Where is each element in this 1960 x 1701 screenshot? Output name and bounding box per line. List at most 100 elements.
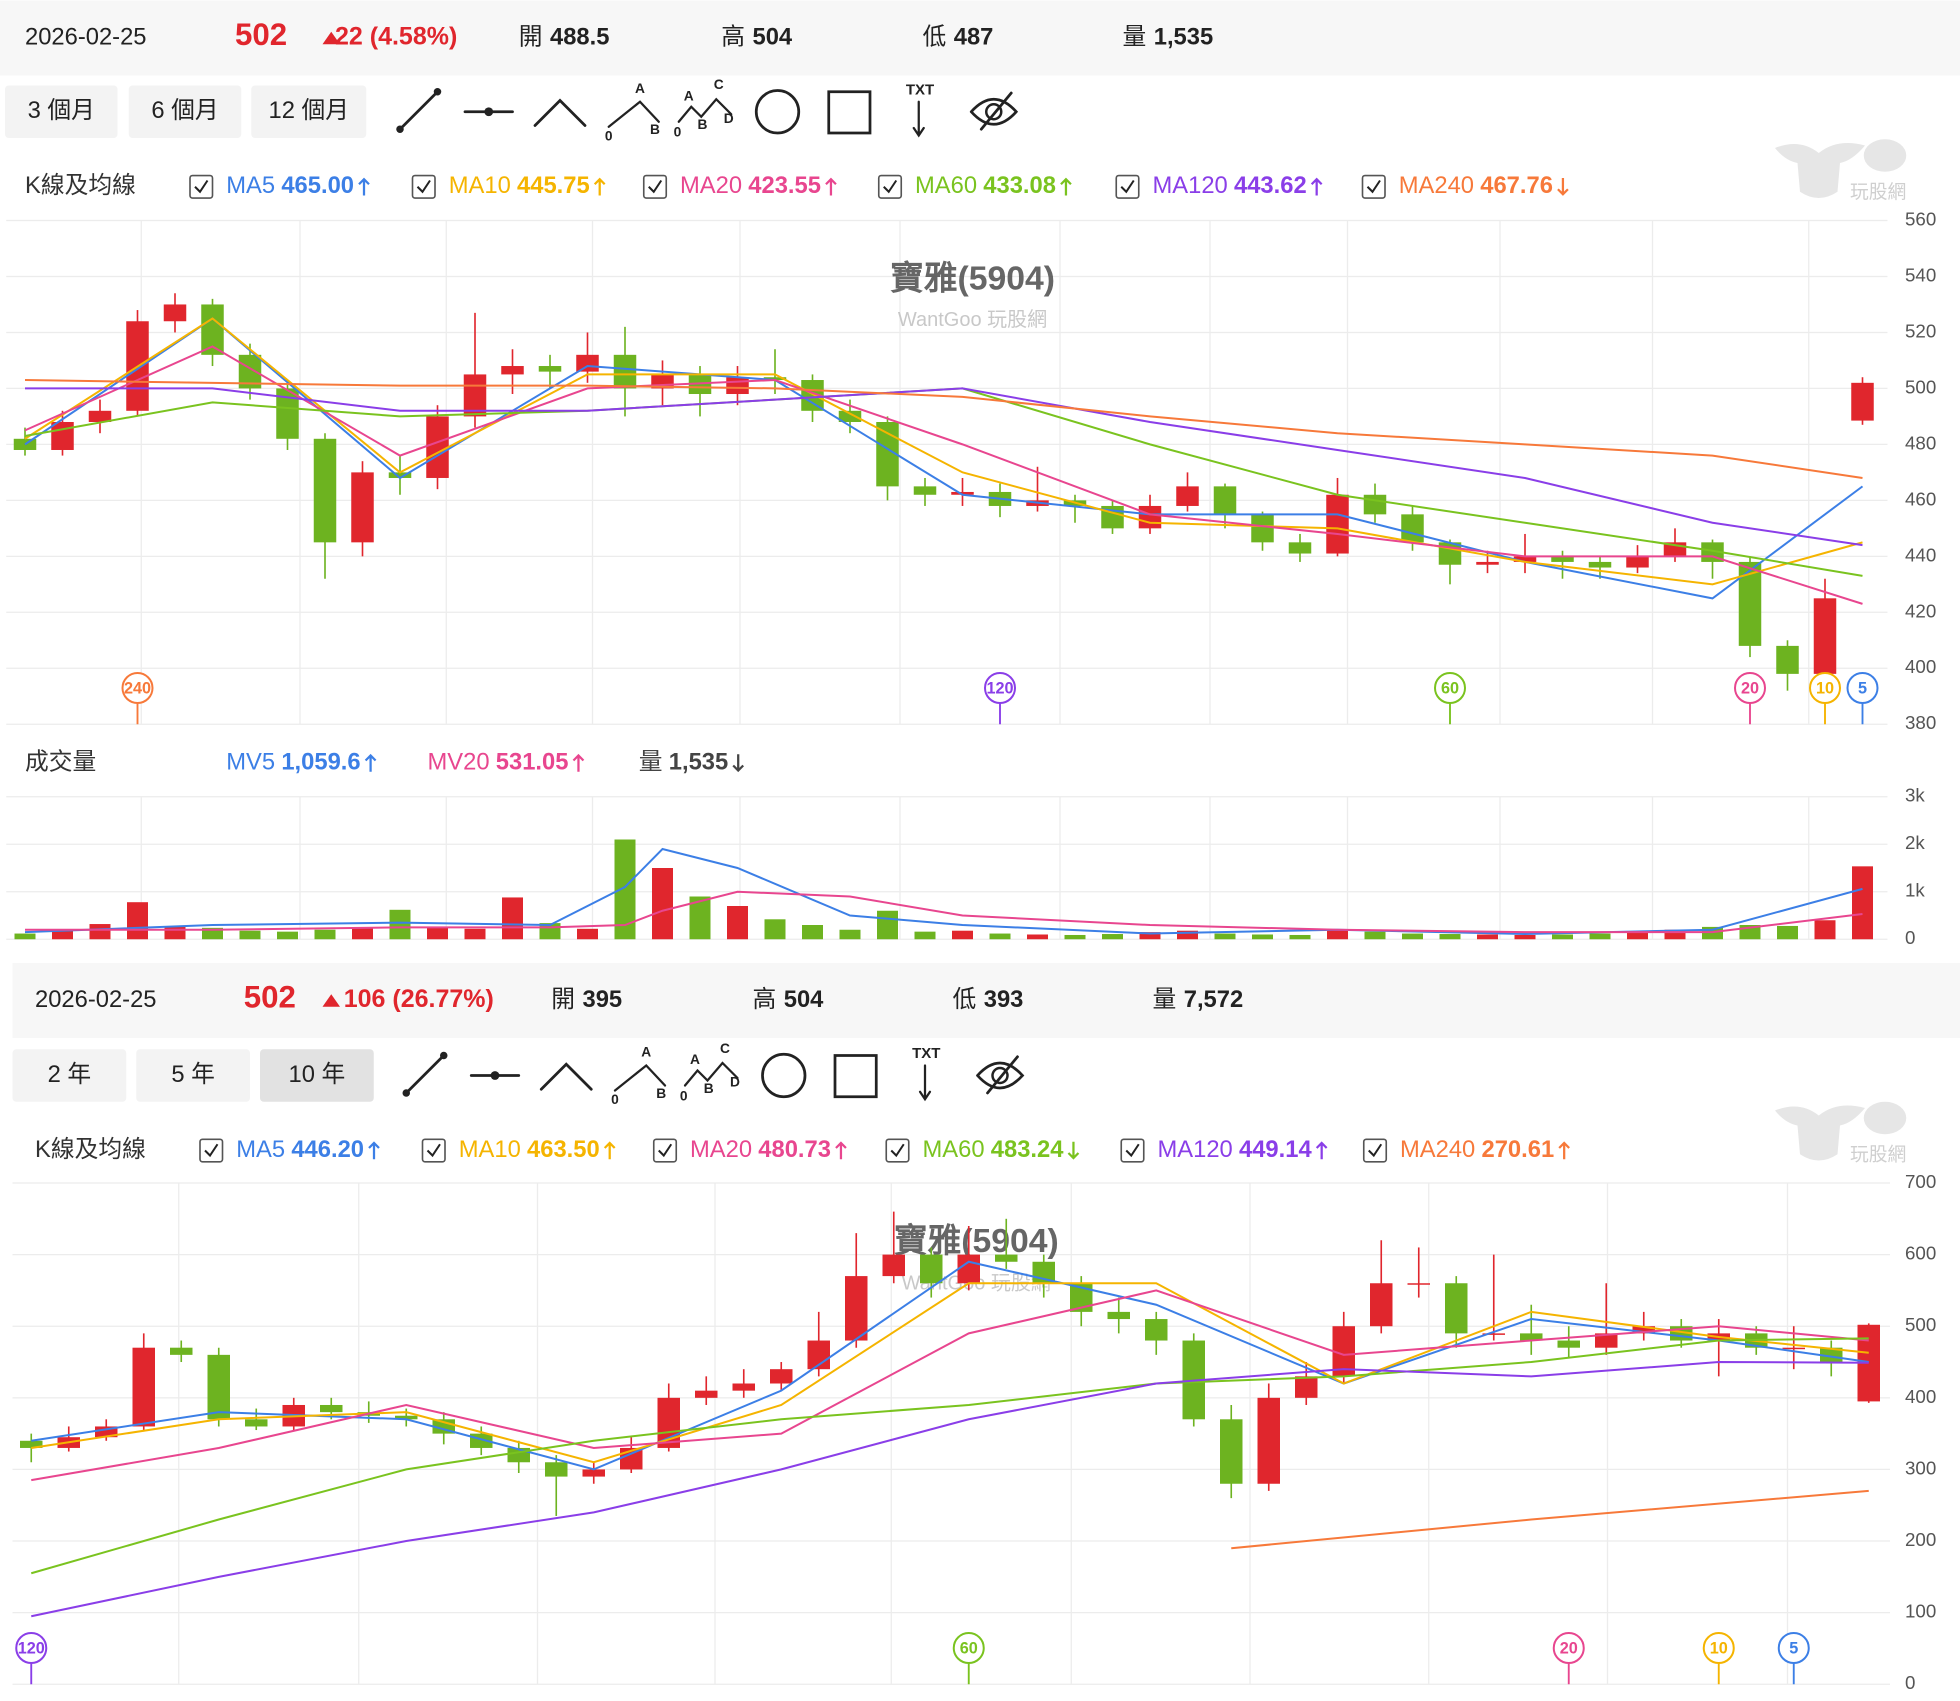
candle-body bbox=[1776, 645, 1799, 674]
y-tick-label: 300 bbox=[1905, 1457, 1936, 1478]
range-button-label[interactable]: 2 年 bbox=[48, 1061, 92, 1088]
range-button[interactable] bbox=[260, 1049, 374, 1102]
volume-bar bbox=[89, 924, 111, 940]
candle-body bbox=[51, 422, 74, 450]
tool-dot bbox=[484, 107, 494, 117]
legend-checkbox[interactable] bbox=[1362, 1138, 1388, 1163]
legend-checkbox[interactable] bbox=[421, 1138, 446, 1163]
candle-body bbox=[770, 1369, 793, 1384]
legend-value: 443.62 bbox=[1234, 172, 1307, 199]
candle-body bbox=[1138, 505, 1162, 529]
legend-name: MA120 bbox=[1158, 1136, 1233, 1163]
candle-body bbox=[1176, 486, 1199, 506]
candle-body bbox=[426, 416, 449, 478]
tool-line[interactable] bbox=[398, 90, 439, 131]
quote-stat-value: 7,572 bbox=[1184, 986, 1243, 1013]
watermark-subtitle: WantGoo 玩股網 bbox=[898, 308, 1047, 331]
volume-bar bbox=[727, 906, 748, 940]
candle-body bbox=[882, 1254, 905, 1277]
candle-body bbox=[957, 1254, 980, 1284]
tool-caret[interactable] bbox=[539, 1062, 593, 1091]
candle-body bbox=[913, 486, 937, 495]
period-marker-label: 60 bbox=[1441, 680, 1459, 698]
trend-arrow bbox=[368, 1141, 380, 1160]
tool-hide[interactable] bbox=[976, 1055, 1025, 1095]
candle-body bbox=[501, 366, 524, 375]
candle-body bbox=[320, 1404, 343, 1413]
ma-line bbox=[24, 847, 1863, 936]
volume-bar bbox=[1364, 931, 1386, 940]
legend-checkbox[interactable] bbox=[885, 1138, 910, 1163]
candle-body bbox=[1857, 1324, 1880, 1402]
tool-caret[interactable] bbox=[533, 98, 587, 127]
legend-name: MA60 bbox=[923, 1136, 985, 1163]
volume-bar bbox=[839, 929, 861, 940]
range-button[interactable] bbox=[136, 1049, 250, 1102]
range-button[interactable] bbox=[128, 85, 242, 139]
tool-text-arrow[interactable] bbox=[918, 1064, 932, 1102]
period-marker-label: 10 bbox=[1710, 1640, 1728, 1658]
candle-body bbox=[201, 304, 224, 355]
tool-wave3[interactable] bbox=[607, 100, 660, 128]
range-button-label[interactable]: 3 個月 bbox=[28, 97, 95, 124]
volume-bar bbox=[1177, 930, 1198, 940]
up-triangle bbox=[322, 994, 340, 1007]
tool-letter: A bbox=[684, 88, 694, 103]
logo-bull bbox=[1775, 1105, 1865, 1161]
tool-circle[interactable] bbox=[754, 89, 801, 135]
candle-body bbox=[276, 388, 299, 439]
trend-arrow bbox=[835, 1141, 847, 1160]
range-button-label[interactable]: 5 年 bbox=[171, 1061, 215, 1088]
tool-letter: A bbox=[690, 1052, 700, 1067]
volume-bar bbox=[689, 896, 711, 940]
legend-checkbox[interactable] bbox=[189, 174, 214, 199]
range-button[interactable] bbox=[5, 85, 118, 139]
legend-checkbox[interactable] bbox=[411, 174, 436, 199]
tool-letter: C bbox=[714, 77, 724, 92]
candle-body bbox=[1213, 486, 1237, 515]
range-button[interactable] bbox=[12, 1049, 127, 1102]
tool-wave3[interactable] bbox=[613, 1063, 667, 1092]
tool-circle[interactable] bbox=[761, 1052, 807, 1099]
y-tick-label: 1k bbox=[1905, 880, 1925, 901]
legend-checkbox[interactable] bbox=[1115, 174, 1140, 199]
range-button[interactable] bbox=[251, 85, 367, 139]
quote-stat-value: 504 bbox=[753, 23, 793, 50]
tool-rect[interactable] bbox=[827, 90, 872, 135]
tool-text-arrow[interactable] bbox=[912, 100, 925, 138]
candle-body bbox=[238, 354, 262, 389]
tool-wave5[interactable] bbox=[683, 1061, 739, 1087]
logo-text: 玩股網 bbox=[1850, 1143, 1906, 1164]
tool-line[interactable] bbox=[404, 1054, 446, 1095]
trend-arrow bbox=[593, 177, 606, 196]
candle-body bbox=[538, 366, 562, 372]
range-button-label[interactable]: 12 個月 bbox=[268, 97, 349, 124]
quote-stat-label: 低 bbox=[953, 986, 977, 1013]
tool-wave5[interactable] bbox=[677, 97, 733, 123]
candle-body bbox=[951, 491, 974, 495]
legend-checkbox[interactable] bbox=[642, 174, 668, 199]
legend-checkbox[interactable] bbox=[652, 1138, 678, 1163]
ma-line bbox=[31, 1289, 1869, 1482]
volume-bar bbox=[1102, 934, 1123, 940]
range-button-label[interactable]: 6 個月 bbox=[151, 97, 218, 124]
tool-hide[interactable] bbox=[969, 91, 1019, 131]
volume-bar bbox=[239, 930, 261, 940]
legend-checkbox[interactable] bbox=[1361, 174, 1386, 199]
tool-letter: B bbox=[656, 1086, 666, 1101]
ma-line bbox=[25, 890, 1863, 934]
y-tick-label: 600 bbox=[1905, 1243, 1936, 1264]
tool-dot bbox=[490, 1071, 500, 1080]
y-tick-label: 0 bbox=[1905, 927, 1915, 948]
tool-rect[interactable] bbox=[833, 1054, 878, 1099]
legend-checkbox[interactable] bbox=[199, 1138, 224, 1163]
range-button-label[interactable]: 10 年 bbox=[288, 1061, 345, 1088]
legend-checkbox[interactable] bbox=[877, 174, 903, 199]
tool-text: TXT bbox=[912, 1045, 940, 1062]
legend-check bbox=[658, 1143, 673, 1158]
candle-body bbox=[1632, 1326, 1655, 1334]
volume-bar bbox=[502, 897, 523, 940]
volume-bar bbox=[202, 927, 224, 940]
legend-checkbox[interactable] bbox=[1120, 1138, 1145, 1163]
